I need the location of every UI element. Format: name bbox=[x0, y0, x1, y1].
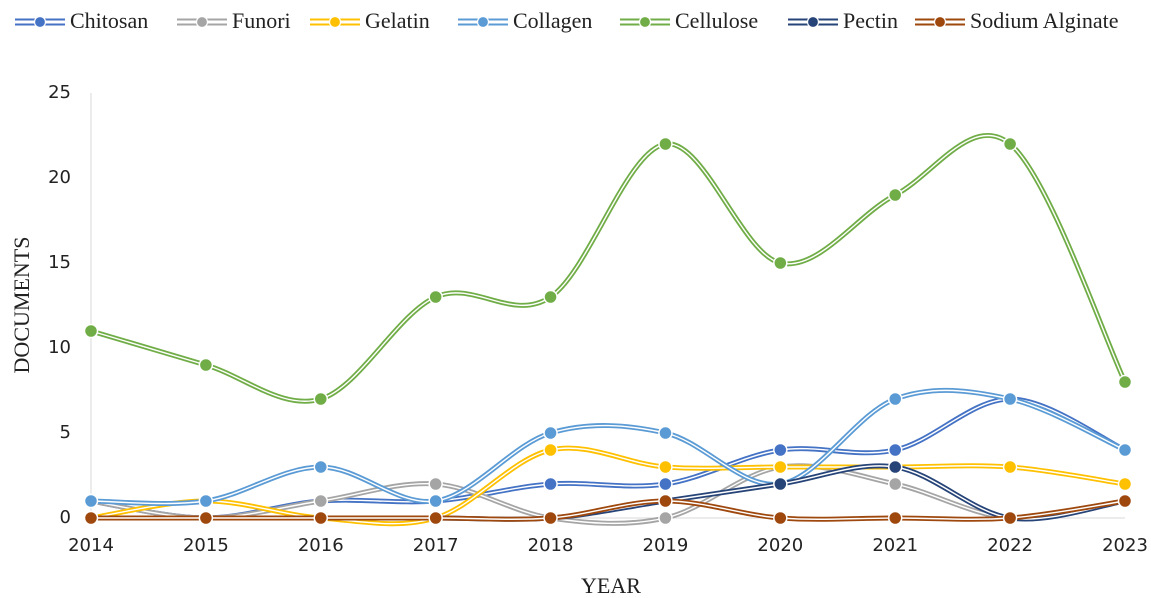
data-point bbox=[83, 493, 99, 509]
series-line-highlight bbox=[91, 500, 1126, 520]
x-tick-label: 2022 bbox=[987, 535, 1033, 556]
series-line-highlight bbox=[90, 465, 1126, 525]
data-point bbox=[1002, 136, 1018, 152]
data-point bbox=[1117, 476, 1133, 492]
series-line-highlight bbox=[90, 389, 1126, 505]
data-point bbox=[773, 476, 788, 492]
data-point bbox=[543, 442, 558, 458]
data-point bbox=[198, 510, 214, 526]
x-tick-label: 2018 bbox=[528, 535, 574, 556]
data-point bbox=[1002, 391, 1018, 407]
legend-marker bbox=[933, 15, 947, 29]
legend-label: Pectin bbox=[843, 8, 898, 33]
legend-label: Funori bbox=[232, 8, 291, 33]
x-tick-label: 2020 bbox=[757, 535, 803, 556]
x-axis-title: YEAR bbox=[581, 573, 641, 598]
data-point bbox=[887, 442, 903, 458]
series-line bbox=[90, 133, 1128, 404]
data-point bbox=[658, 510, 673, 526]
y-tick-label: 5 bbox=[60, 422, 71, 443]
y-tick-label: 15 bbox=[48, 252, 71, 273]
data-point bbox=[198, 357, 214, 373]
series-line-highlight bbox=[90, 447, 1126, 525]
series-line-highlight bbox=[90, 134, 1126, 402]
legend-label: Sodium Alginate bbox=[970, 8, 1119, 33]
data-point bbox=[198, 493, 214, 509]
data-point bbox=[773, 442, 788, 458]
legend-label: Cellulose bbox=[675, 8, 758, 33]
data-point bbox=[1002, 459, 1018, 475]
data-point bbox=[313, 510, 329, 526]
data-point bbox=[1117, 374, 1133, 390]
legend-label: Collagen bbox=[513, 8, 592, 33]
legend-marker bbox=[638, 15, 652, 29]
data-point bbox=[543, 425, 558, 441]
legend-marker bbox=[195, 15, 209, 29]
data-point bbox=[428, 493, 443, 509]
data-point bbox=[773, 255, 788, 271]
x-tick-label: 2023 bbox=[1102, 535, 1148, 556]
x-tick-label: 2014 bbox=[68, 535, 114, 556]
data-point bbox=[658, 459, 673, 475]
y-tick-label: 20 bbox=[48, 167, 71, 188]
y-tick-label: 0 bbox=[60, 507, 71, 528]
data-point bbox=[773, 510, 788, 526]
legend-marker bbox=[328, 15, 342, 29]
data-point bbox=[658, 136, 673, 152]
data-point bbox=[887, 476, 903, 492]
data-point bbox=[1002, 510, 1018, 526]
data-point bbox=[428, 289, 443, 305]
data-point bbox=[543, 510, 558, 526]
data-point bbox=[83, 510, 99, 526]
data-point bbox=[658, 493, 673, 509]
y-axis-title: DOCUMENTS bbox=[9, 237, 34, 374]
data-point bbox=[428, 510, 443, 526]
legend-marker bbox=[806, 15, 820, 29]
data-point bbox=[887, 459, 903, 475]
data-point bbox=[887, 510, 903, 526]
data-point bbox=[1117, 442, 1133, 458]
y-tick-label: 10 bbox=[48, 337, 71, 358]
data-point bbox=[1117, 493, 1133, 509]
data-point bbox=[658, 425, 673, 441]
data-point bbox=[658, 476, 673, 492]
data-point bbox=[313, 459, 329, 475]
data-point bbox=[313, 391, 329, 407]
data-point bbox=[887, 187, 903, 203]
legend-marker bbox=[476, 15, 490, 29]
data-point bbox=[543, 476, 558, 492]
data-point bbox=[773, 459, 788, 475]
data-point bbox=[887, 391, 903, 407]
data-point bbox=[543, 289, 558, 305]
legend-label: Gelatin bbox=[365, 8, 430, 33]
legend-marker bbox=[33, 15, 47, 29]
data-point bbox=[83, 323, 99, 339]
x-tick-label: 2021 bbox=[872, 535, 918, 556]
x-tick-label: 2015 bbox=[183, 535, 229, 556]
x-tick-label: 2016 bbox=[298, 535, 344, 556]
data-point bbox=[428, 476, 443, 492]
y-tick-label: 25 bbox=[48, 82, 71, 103]
x-tick-label: 2017 bbox=[413, 535, 459, 556]
data-point bbox=[313, 493, 329, 509]
legend-label: Chitosan bbox=[70, 8, 148, 33]
x-tick-label: 2019 bbox=[643, 535, 689, 556]
